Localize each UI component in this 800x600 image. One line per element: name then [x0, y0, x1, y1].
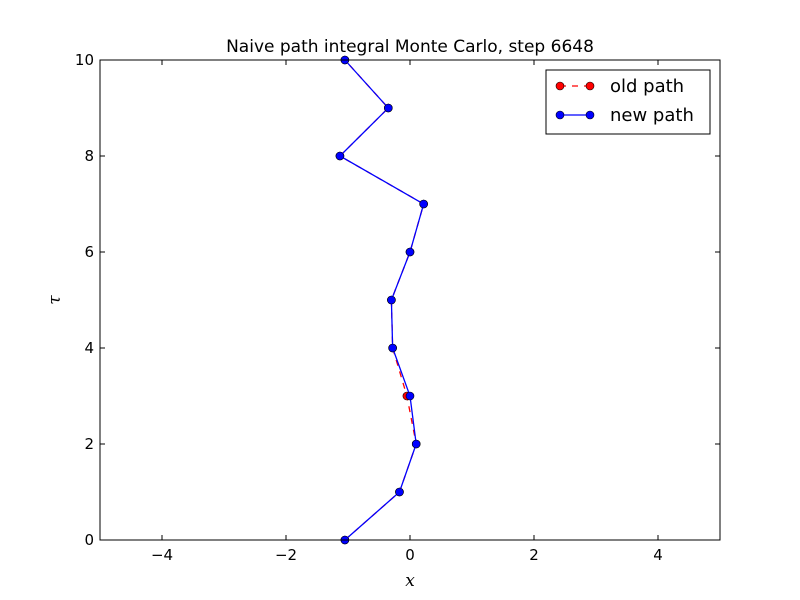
- y-tick-label-1: 2: [84, 435, 94, 453]
- x-tick-label-0: −4: [151, 546, 173, 564]
- x-tick-label-4: 4: [653, 546, 663, 564]
- legend-marker-end-1: [585, 110, 595, 120]
- legend-marker-end-0: [585, 81, 595, 91]
- legend-marker-start-1: [555, 110, 565, 120]
- y-axis-label: τ: [45, 295, 65, 305]
- series-1-point-4: [388, 343, 397, 353]
- series-1-point-7: [419, 199, 428, 209]
- legend-label-1: new path: [610, 105, 694, 126]
- y-tick-label-4: 8: [84, 147, 94, 165]
- series-1-point-3: [405, 391, 415, 401]
- legend: old path new path: [545, 69, 711, 135]
- legend-box: [545, 69, 711, 135]
- x-tick-label-2: 0: [405, 546, 415, 564]
- y-tick-label-3: 6: [84, 243, 94, 261]
- x-axis-label: x: [405, 571, 415, 591]
- x-tick-label-3: 2: [529, 546, 539, 564]
- series-1-point-2: [411, 439, 421, 449]
- series-1-point-9: [383, 103, 393, 113]
- legend-label-0: old path: [610, 76, 684, 97]
- chart-title: Naive path integral Monte Carlo, step 66…: [226, 37, 594, 57]
- y-tick-label-5: 10: [75, 51, 94, 69]
- series-1-point-8: [335, 151, 345, 161]
- legend-marker-start-0: [555, 81, 565, 91]
- series-1-point-1: [395, 487, 404, 497]
- y-tick-label-2: 4: [84, 339, 94, 357]
- series-1-point-5: [387, 295, 396, 305]
- plot-area: −4 −2 0 2 4 0 2 4 6 8 10: [75, 51, 721, 564]
- series-1-point-6: [405, 247, 415, 257]
- y-tick-label-0: 0: [84, 531, 94, 549]
- x-tick-label-1: −2: [275, 546, 297, 564]
